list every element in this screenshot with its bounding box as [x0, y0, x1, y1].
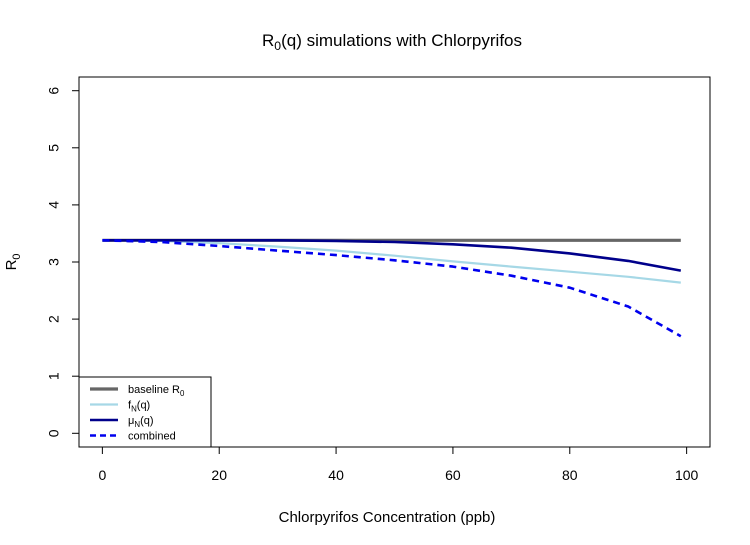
- series-line-2: [102, 239, 682, 272]
- x-tick-label: 60: [445, 467, 461, 483]
- legend: baseline R0 fN(q)μN(q) combined: [78, 376, 212, 448]
- x-tick-label: 0: [98, 467, 106, 483]
- series-line-3: [102, 239, 682, 338]
- y-tick-label: 3: [46, 258, 62, 266]
- series-line-1: [102, 239, 681, 284]
- y-axis-label: R0: [3, 254, 23, 271]
- legend-entry: combined: [128, 431, 176, 443]
- x-tick-label: 40: [328, 467, 344, 483]
- series-layer: [102, 238, 682, 338]
- y-tick-label: 4: [46, 201, 62, 209]
- y-tick-label: 2: [46, 315, 62, 323]
- y-tick-label: 1: [46, 372, 62, 380]
- y-axis: 0 1 2 3 4 5 6: [46, 87, 80, 437]
- x-tick-label: 80: [562, 467, 578, 483]
- legend-entry: μN(q): [128, 415, 154, 429]
- y-tick-label: 0: [46, 429, 62, 437]
- x-tick-label: 100: [675, 467, 699, 483]
- x-axis-label: Chlorpyrifos Concentration (ppb): [279, 509, 496, 526]
- y-tick-label: 5: [46, 144, 62, 152]
- chart-title: R0(q) simulations with Chlorpyrifos: [262, 31, 522, 53]
- y-tick-label: 6: [46, 87, 62, 95]
- x-axis: 0 20 40 60 80 100: [98, 446, 699, 483]
- legend-entry: baseline R0: [128, 384, 185, 398]
- x-tick-label: 20: [211, 467, 227, 483]
- legend-entry: fN(q): [128, 400, 150, 414]
